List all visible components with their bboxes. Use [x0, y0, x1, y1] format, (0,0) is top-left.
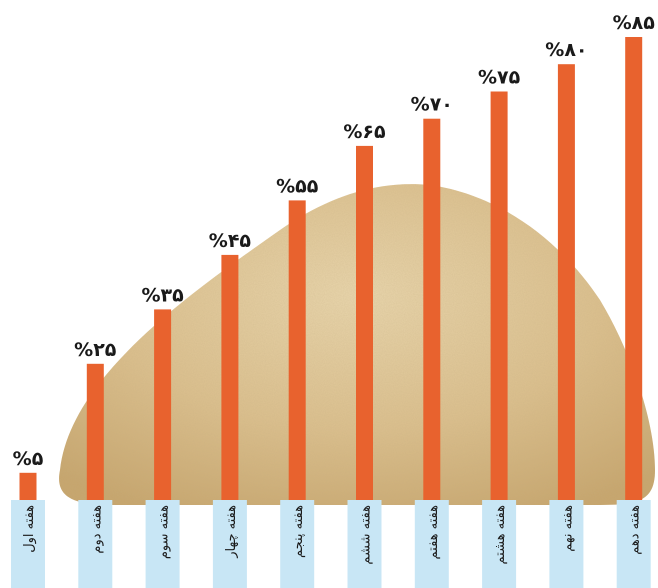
category-label: هفته سوم — [157, 505, 172, 559]
category-label: هفته هشتم — [493, 505, 508, 565]
value-label: %۸۰ — [545, 39, 587, 61]
category-label-box — [549, 500, 584, 588]
category-label: هفته اول — [22, 505, 37, 553]
value-label: %۷۰ — [411, 94, 453, 116]
bar — [490, 91, 508, 500]
bar — [423, 118, 441, 500]
bar — [557, 64, 575, 500]
value-label: %۶۵ — [343, 121, 386, 143]
category-label-box — [11, 500, 45, 588]
category-label-box — [616, 500, 651, 588]
bar — [221, 254, 239, 500]
bar — [288, 200, 306, 500]
value-label: %۸۵ — [613, 12, 656, 34]
category-label: هفته چهار — [224, 505, 239, 559]
bar — [625, 37, 643, 500]
value-label: %۴۵ — [209, 230, 252, 252]
category-label-box — [78, 500, 113, 588]
category-label-box — [347, 500, 382, 588]
bar — [154, 309, 172, 500]
bar — [19, 472, 37, 500]
value-label: %۵ — [13, 448, 44, 470]
category-label: هفته هفتم — [426, 505, 441, 560]
category-label: هفته پنجم — [291, 505, 306, 558]
category-label-box — [482, 500, 517, 588]
value-label: %۷۵ — [478, 67, 521, 89]
value-label: %۳۵ — [141, 284, 184, 306]
category-label-box — [280, 500, 315, 588]
bar — [356, 145, 373, 500]
value-label: %۲۵ — [74, 339, 117, 361]
category-label: هفته دهم — [628, 505, 643, 555]
category-label: هفته نهم — [560, 505, 575, 552]
value-label: %۵۵ — [276, 175, 319, 197]
category-label: هفته دوم — [89, 505, 104, 554]
category-label-box — [212, 500, 247, 588]
bar — [86, 363, 104, 500]
category-label-box — [414, 500, 449, 588]
category-label: هفته ششم — [359, 505, 374, 565]
category-label-box — [145, 500, 180, 588]
